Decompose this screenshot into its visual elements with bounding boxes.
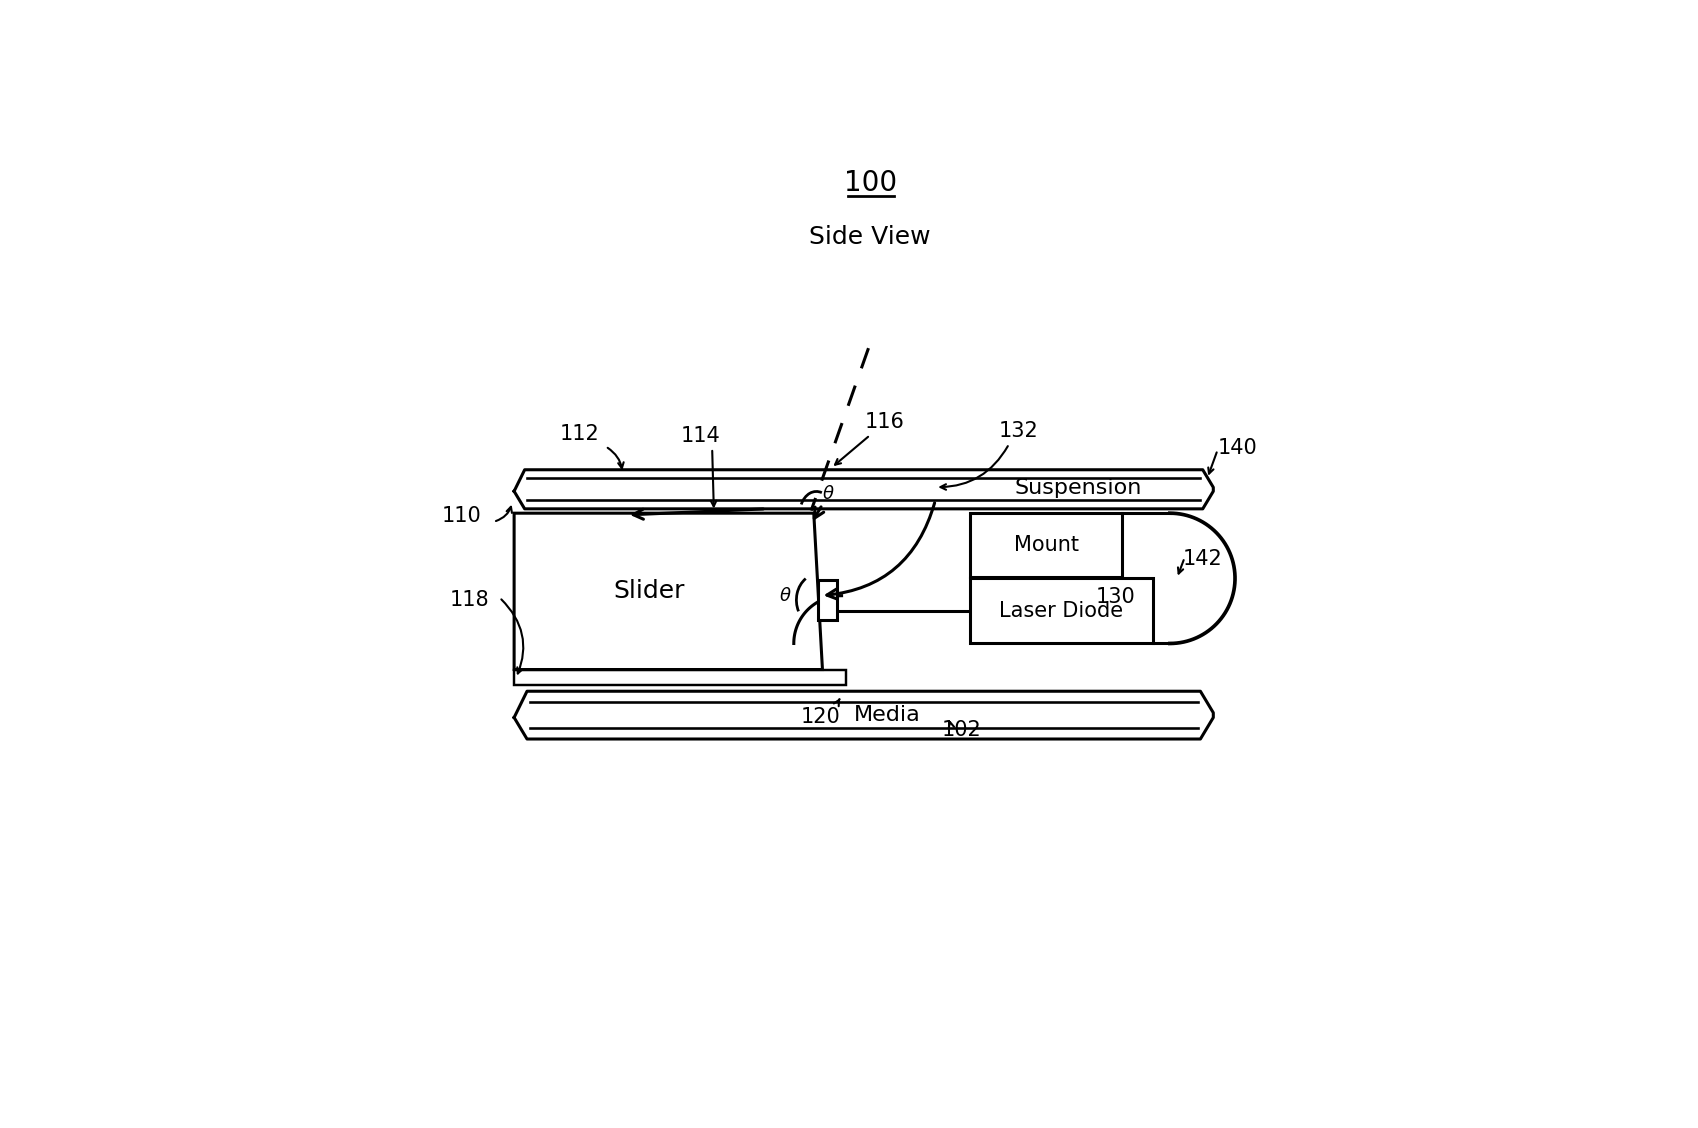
Text: 112: 112 (559, 424, 599, 443)
Bar (970, 513, 1122, 576)
Text: Laser Diode: Laser Diode (998, 601, 1124, 620)
Polygon shape (514, 691, 1214, 739)
Text: 130: 130 (1095, 588, 1136, 608)
Text: 102: 102 (941, 721, 981, 740)
Text: Slider: Slider (613, 580, 684, 603)
Text: 120: 120 (801, 707, 841, 726)
Polygon shape (514, 469, 1214, 509)
Text: Mount: Mount (1014, 535, 1078, 555)
Text: Side View: Side View (810, 224, 931, 249)
Text: 132: 132 (998, 421, 1039, 441)
Text: 114: 114 (681, 426, 720, 447)
Text: 142: 142 (1184, 549, 1223, 570)
Bar (514, 670, 846, 685)
Polygon shape (818, 581, 837, 619)
Polygon shape (514, 513, 822, 670)
Text: θ: θ (779, 587, 791, 605)
Text: 100: 100 (844, 169, 897, 197)
Text: 118: 118 (450, 590, 489, 610)
Bar (970, 579, 1153, 643)
Text: 110: 110 (441, 505, 481, 526)
Text: 116: 116 (864, 413, 905, 432)
Text: 140: 140 (1217, 438, 1258, 458)
Text: Media: Media (854, 705, 920, 725)
Text: Suspension: Suspension (1015, 477, 1143, 497)
Text: θ: θ (824, 485, 834, 503)
